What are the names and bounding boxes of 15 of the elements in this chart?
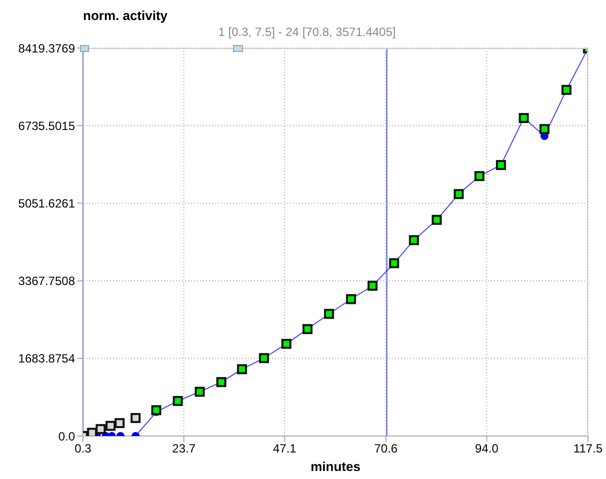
x-tick-label: 47.1 (272, 442, 297, 456)
x-tick-label: 117.5 (573, 442, 603, 456)
y-tick-label: 0.0 (58, 429, 76, 444)
x-tick-label: 0.3 (74, 442, 92, 456)
y-tick-label: 3367.7508 (18, 274, 76, 288)
x-tick-label: 94.0 (475, 442, 499, 456)
y-tick-label: 8419.3769 (18, 41, 76, 56)
x-tick-label: 70.6 (374, 442, 398, 456)
x-tick-label: 23.7 (172, 442, 196, 456)
text: 1 [0.3, 7.5] - 24 [70.8, 3571.4405] (217, 25, 397, 39)
y-tick-label: 5051.6261 (18, 196, 76, 210)
x-axis-title: minutes (310, 459, 360, 474)
y-axis-title: norm. activity (83, 8, 168, 23)
y-tick-label: 6735.5015 (18, 118, 76, 133)
y-tick-label: 1683.8754 (18, 352, 76, 366)
